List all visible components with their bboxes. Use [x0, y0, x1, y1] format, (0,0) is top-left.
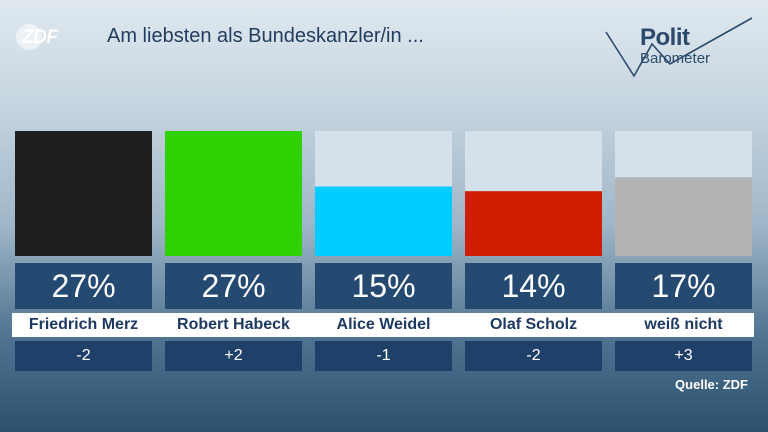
bar-2 — [315, 186, 452, 256]
brand-line1: Polit — [640, 24, 690, 51]
category-label-4: weiß nicht — [615, 313, 752, 337]
zdf-logo-circle-icon — [16, 24, 42, 50]
value-label-2: 15% — [315, 263, 452, 309]
category-label-2: Alice Weidel — [315, 313, 452, 337]
value-label-3: 14% — [465, 263, 602, 309]
bar-0 — [15, 131, 152, 256]
category-label-1: Robert Habeck — [165, 313, 302, 337]
change-label-3: -2 — [465, 341, 602, 371]
change-label-4: +3 — [615, 341, 752, 371]
zdf-logo-text: ZDF — [22, 27, 58, 48]
zdf-logo: ZDF — [16, 24, 58, 50]
chart-title: Am liebsten als Bundeskanzler/in ... — [107, 25, 424, 47]
change-label-2: -1 — [315, 341, 452, 371]
change-label-0: -2 — [15, 341, 152, 371]
change-label-1: +2 — [165, 341, 302, 371]
politbarometer-logo-icon — [605, 17, 753, 78]
bar-4 — [615, 177, 752, 256]
brand-line2: Barometer — [640, 50, 711, 67]
category-label-3: Olaf Scholz — [465, 313, 602, 337]
value-label-4: 17% — [615, 263, 752, 309]
bar-1 — [165, 131, 302, 256]
category-label-0: Friedrich Merz — [15, 313, 152, 337]
value-label-0: 27% — [15, 263, 152, 309]
bar-3 — [465, 191, 602, 256]
value-label-1: 27% — [165, 263, 302, 309]
source-note: Quelle: ZDF — [675, 377, 748, 392]
